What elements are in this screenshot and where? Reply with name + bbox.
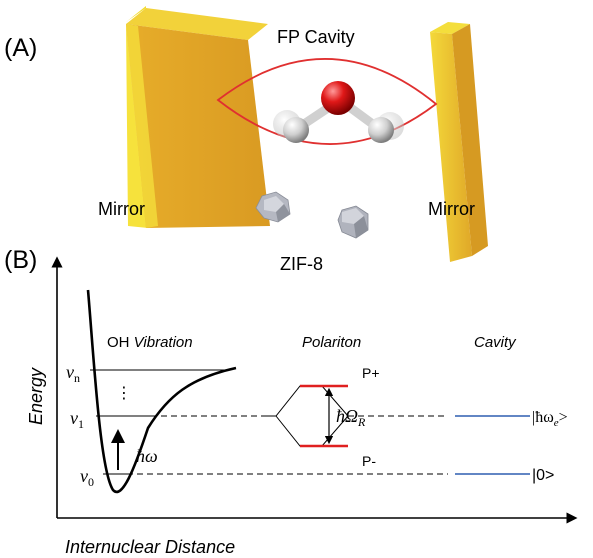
mirror-left-label: Mirror [98, 199, 145, 219]
polariton-label: Polariton [302, 334, 361, 351]
oh-vibration-label: OH Vibration [107, 334, 193, 351]
x-axis-label: Internuclear Distance [65, 537, 235, 557]
level-v1-label: v1 [70, 408, 84, 431]
zif-crystal [255, 191, 291, 223]
panel-a-label: (A) [4, 34, 37, 62]
zif-crystal [337, 205, 369, 239]
cavity-title: FP Cavity [277, 27, 355, 47]
mirror-right [430, 22, 488, 262]
level-v0-label: v0 [80, 466, 94, 489]
cavity-ground-label: |0> [532, 467, 554, 484]
hydrogen-atom [368, 117, 394, 143]
potential-curve [86, 289, 237, 494]
panel-a: (A) [4, 6, 488, 274]
hbar-omega-label: ħω [136, 446, 158, 466]
oxygen-atom [321, 81, 355, 115]
cavity-label: Cavity [474, 334, 517, 351]
p-minus-label: P- [362, 453, 376, 469]
polariton-diagram [262, 384, 349, 448]
rabi-label: ħΩR [336, 406, 366, 429]
p-plus-label: P+ [362, 365, 380, 381]
mirror-left [126, 6, 270, 228]
zif-label: ZIF-8 [280, 254, 323, 274]
panel-b-label: (B) [4, 246, 37, 274]
level-vn-label: vn [66, 362, 80, 385]
y-axis-label: Energy [26, 367, 46, 425]
water-molecule [273, 81, 404, 143]
panel-b: (B) Energy Internuclear Distance v0 v1 v… [4, 246, 578, 557]
level-dots: ⋮ [116, 385, 132, 402]
mirror-right-label: Mirror [428, 199, 475, 219]
hydrogen-atom [283, 117, 309, 143]
cavity-excited-label: |ħωe> [532, 409, 568, 429]
